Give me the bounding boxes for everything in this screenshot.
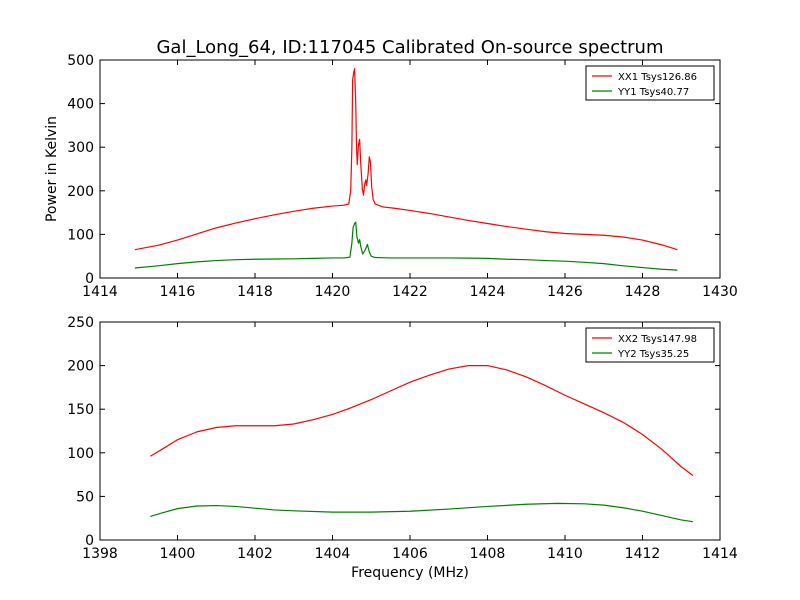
top-y-tick-label: 200 (67, 184, 94, 200)
bottom-y-tick-label: 200 (67, 359, 94, 375)
bottom-y-tick-label: 50 (76, 489, 94, 505)
top-y-tick-label: 300 (67, 140, 94, 156)
top-x-tick-label: 1426 (547, 284, 583, 300)
top-subplot: 1414 1416 1418 1420 1422 1424 1426 1428 1430 0 100… (67, 53, 738, 300)
top-y-tick-label: 0 (85, 271, 94, 287)
top-x-tick-label: 1420 (315, 284, 351, 300)
top-legend-label-1: XX1 Tsys126.86 (618, 72, 697, 83)
top-y-tick-label: 400 (67, 97, 94, 113)
top-series-line-1 (134, 68, 678, 251)
top-y-tick-label: 100 (67, 227, 94, 243)
bottom-series-line-1 (150, 365, 694, 476)
bottom-x-tick-label: 1414 (702, 546, 738, 562)
top-x-tick-label: 1418 (237, 284, 273, 300)
top-x-tick-label: 1416 (160, 284, 196, 300)
bottom-x-tick-label: 1404 (315, 546, 351, 562)
top-legend (585, 65, 715, 101)
bottom-legend-label-1: XX2 Tsys147.98 (618, 334, 697, 345)
top-x-tick-label: 1424 (470, 284, 506, 300)
top-x-tick-label: 1428 (625, 284, 661, 300)
y-axis-label: Power in Kelvin (44, 116, 60, 222)
bottom-x-tick-label: 1400 (160, 546, 196, 562)
bottom-legend (585, 327, 715, 363)
x-axis-label: Frequency (MHz) (351, 565, 469, 581)
bottom-x-tick-label: 1410 (547, 546, 583, 562)
bottom-y-tick-label: 250 (67, 315, 94, 331)
bottom-x-tick-label: 1406 (392, 546, 428, 562)
bottom-x-tick-label: 1412 (625, 546, 661, 562)
bottom-y-tick-label: 0 (85, 533, 94, 549)
top-y-tick-label: 500 (67, 53, 94, 69)
bottom-y-tick-label: 100 (67, 446, 94, 462)
top-x-tick-label: 1430 (702, 284, 738, 300)
bottom-legend-label-2: YY2 Tsys35.25 (617, 349, 689, 360)
bottom-y-tick-label: 150 (67, 402, 94, 418)
figure-title: Gal_Long_64, ID:117045 Calibrated On-sou… (156, 37, 663, 58)
top-series-line-2 (134, 221, 678, 271)
top-x-tick-label: 1422 (392, 284, 428, 300)
bottom-subplot: 1398 1400 1402 1404 1406 1408 1410 1412 1414 0 50 1… (67, 315, 738, 562)
bottom-series-line-2 (150, 502, 693, 523)
top-legend-label-2: YY1 Tsys40.77 (617, 87, 689, 98)
top-x-tick-label: 1414 (82, 284, 118, 300)
bottom-x-tick-label: 1398 (82, 546, 118, 562)
bottom-x-tick-label: 1402 (237, 546, 273, 562)
bottom-x-tick-label: 1408 (470, 546, 506, 562)
